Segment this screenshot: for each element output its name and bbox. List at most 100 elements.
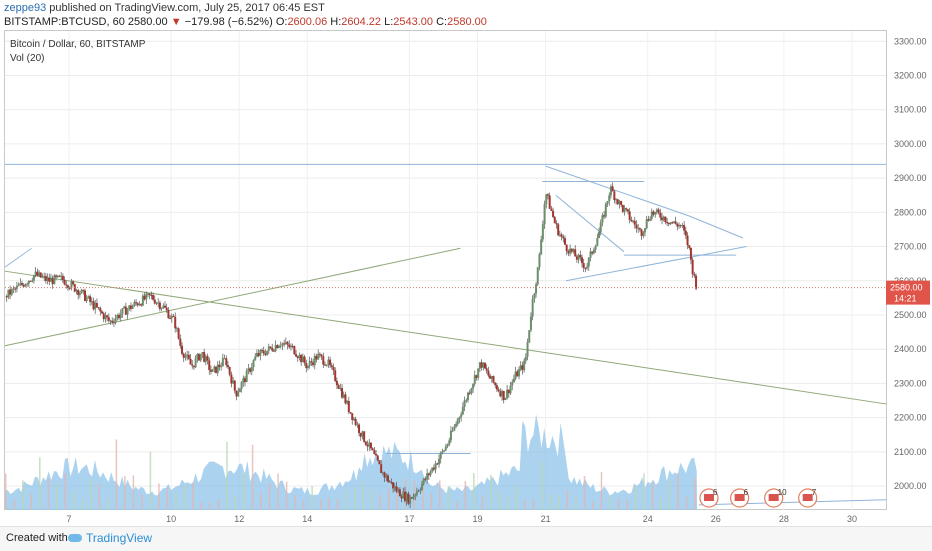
volume-bar-19 — [166, 488, 169, 510]
volume-bar-67 — [575, 497, 577, 510]
candle-body-147 — [255, 353, 258, 357]
candle-body-136 — [237, 392, 240, 397]
candle-body-4 — [12, 288, 15, 290]
candle-body-44 — [80, 289, 83, 294]
candle-body-397 — [681, 225, 684, 227]
candle-body-164 — [284, 342, 287, 344]
candle-body-170 — [295, 354, 298, 357]
volume-bar-32 — [277, 473, 279, 510]
candle-body-101 — [177, 328, 180, 339]
candle-body-10 — [22, 284, 25, 287]
candle-body-271 — [466, 392, 469, 401]
candle-body-289 — [497, 389, 500, 392]
high-label: H: — [330, 16, 342, 28]
candle-body-362 — [621, 204, 624, 212]
candle-body-72 — [128, 305, 131, 310]
volume-bar-57 — [490, 474, 492, 510]
volume-bar-72 — [617, 498, 620, 510]
y-tick-label-9: 2400.00 — [894, 344, 927, 354]
candle-body-189 — [327, 359, 330, 365]
volume-bar-21 — [183, 484, 186, 510]
volume-bar-65 — [558, 494, 560, 510]
candle-body-125 — [218, 364, 221, 368]
candle-body-139 — [242, 378, 245, 383]
x-tick-label-4: 17 — [404, 514, 414, 524]
candle-body-52 — [94, 302, 97, 310]
candle-body-163 — [283, 343, 286, 345]
candle-body-319 — [548, 195, 551, 209]
candle-body-333 — [572, 249, 575, 252]
candle-body-100 — [175, 328, 178, 330]
candle-body-380 — [652, 211, 655, 215]
candle-body-85 — [150, 295, 153, 297]
candle-body-281 — [483, 362, 486, 369]
author-link[interactable]: zeppe93 — [4, 2, 47, 14]
candle-body-77 — [136, 303, 139, 306]
volume-bar-69 — [592, 501, 594, 510]
symbol-ohlc-line: BITSTAMP:BTCUSD, 60 2580.00 ▼ −179.98 (−… — [4, 16, 487, 28]
volume-bar-53 — [456, 501, 458, 510]
candle-body-70 — [124, 306, 127, 315]
candle-body-39 — [72, 281, 75, 285]
candle-body-242 — [417, 490, 420, 492]
candle-body-24 — [46, 277, 49, 281]
candle-body-254 — [438, 458, 441, 465]
candle-body-203 — [351, 413, 354, 420]
candle-body-118 — [206, 356, 209, 361]
candle-body-317 — [545, 194, 548, 205]
candle-body-51 — [92, 301, 95, 310]
candle-body-354 — [608, 195, 611, 202]
candle-body-63 — [112, 322, 115, 324]
volume-bar-62 — [532, 499, 535, 510]
candle-body-27 — [51, 278, 54, 285]
x-tick-label-0: 7 — [66, 514, 71, 524]
candle-body-54 — [97, 307, 100, 309]
tradingview-brand[interactable]: TradingView — [68, 531, 152, 545]
candle-body-143 — [249, 368, 252, 372]
candle-body-310 — [533, 293, 536, 300]
candle-body-233 — [402, 491, 405, 499]
candle-body-327 — [562, 236, 565, 239]
candle-body-369 — [633, 220, 636, 225]
candle-body-91 — [160, 308, 163, 310]
candle-body-182 — [315, 355, 318, 360]
candle-body-252 — [434, 463, 437, 470]
candle-body-315 — [541, 224, 544, 240]
candle-body-255 — [439, 452, 442, 459]
candle-body-96 — [169, 318, 172, 320]
candle-body-241 — [415, 491, 418, 495]
candle-body-394 — [676, 223, 679, 227]
candle-body-339 — [582, 263, 585, 268]
volume-bar-55 — [473, 473, 475, 510]
candle-body-322 — [553, 216, 556, 224]
candle-body-283 — [487, 370, 490, 376]
candle-body-93 — [163, 305, 166, 308]
candle-body-338 — [581, 257, 584, 264]
candle-body-202 — [349, 412, 352, 414]
volume-bar-70 — [600, 472, 603, 510]
candle-body-142 — [247, 368, 250, 371]
candle-body-180 — [312, 362, 315, 366]
candle-body-178 — [308, 361, 311, 366]
candle-body-107 — [187, 354, 190, 359]
candle-body-167 — [289, 345, 292, 348]
candle-body-273 — [470, 388, 473, 394]
candle-body-28 — [53, 275, 56, 285]
candle-body-330 — [567, 251, 570, 254]
candle-body-225 — [388, 481, 391, 483]
candle-body-37 — [68, 287, 71, 289]
candle-body-232 — [400, 496, 403, 499]
triangle-lower-line — [565, 246, 747, 282]
candle-body-53 — [95, 302, 98, 308]
volume-bar-45 — [387, 488, 390, 510]
chart-canvas[interactable]: 3300.00 3200.00 3100.00 3000.00 2900.00 2800.… — [0, 0, 932, 526]
candle-body-220 — [380, 464, 383, 473]
candle-body-29 — [55, 275, 58, 278]
candle-body-131 — [228, 366, 231, 375]
candle-body-278 — [478, 362, 481, 369]
candle-body-32 — [60, 275, 63, 277]
candle-body-19 — [38, 272, 41, 276]
candle-body-90 — [158, 302, 161, 309]
low-value: 2543.00 — [393, 16, 434, 28]
candle-body-119 — [208, 360, 211, 371]
